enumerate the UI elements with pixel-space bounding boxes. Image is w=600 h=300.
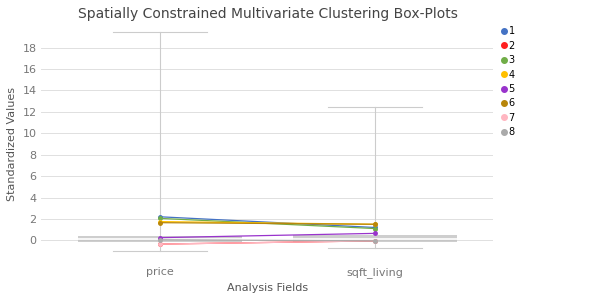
Title: Spatially Constrained Multivariate Clustering Box-Plots: Spatially Constrained Multivariate Clust… [77, 7, 457, 21]
Legend: 1, 2, 3, 4, 5, 6, 7, 8: 1, 2, 3, 4, 5, 6, 7, 8 [503, 26, 515, 137]
Y-axis label: Standardized Values: Standardized Values [7, 87, 17, 201]
Bar [293, 235, 457, 242]
X-axis label: Analysis Fields: Analysis Fields [227, 283, 308, 293]
Bar [78, 236, 242, 242]
